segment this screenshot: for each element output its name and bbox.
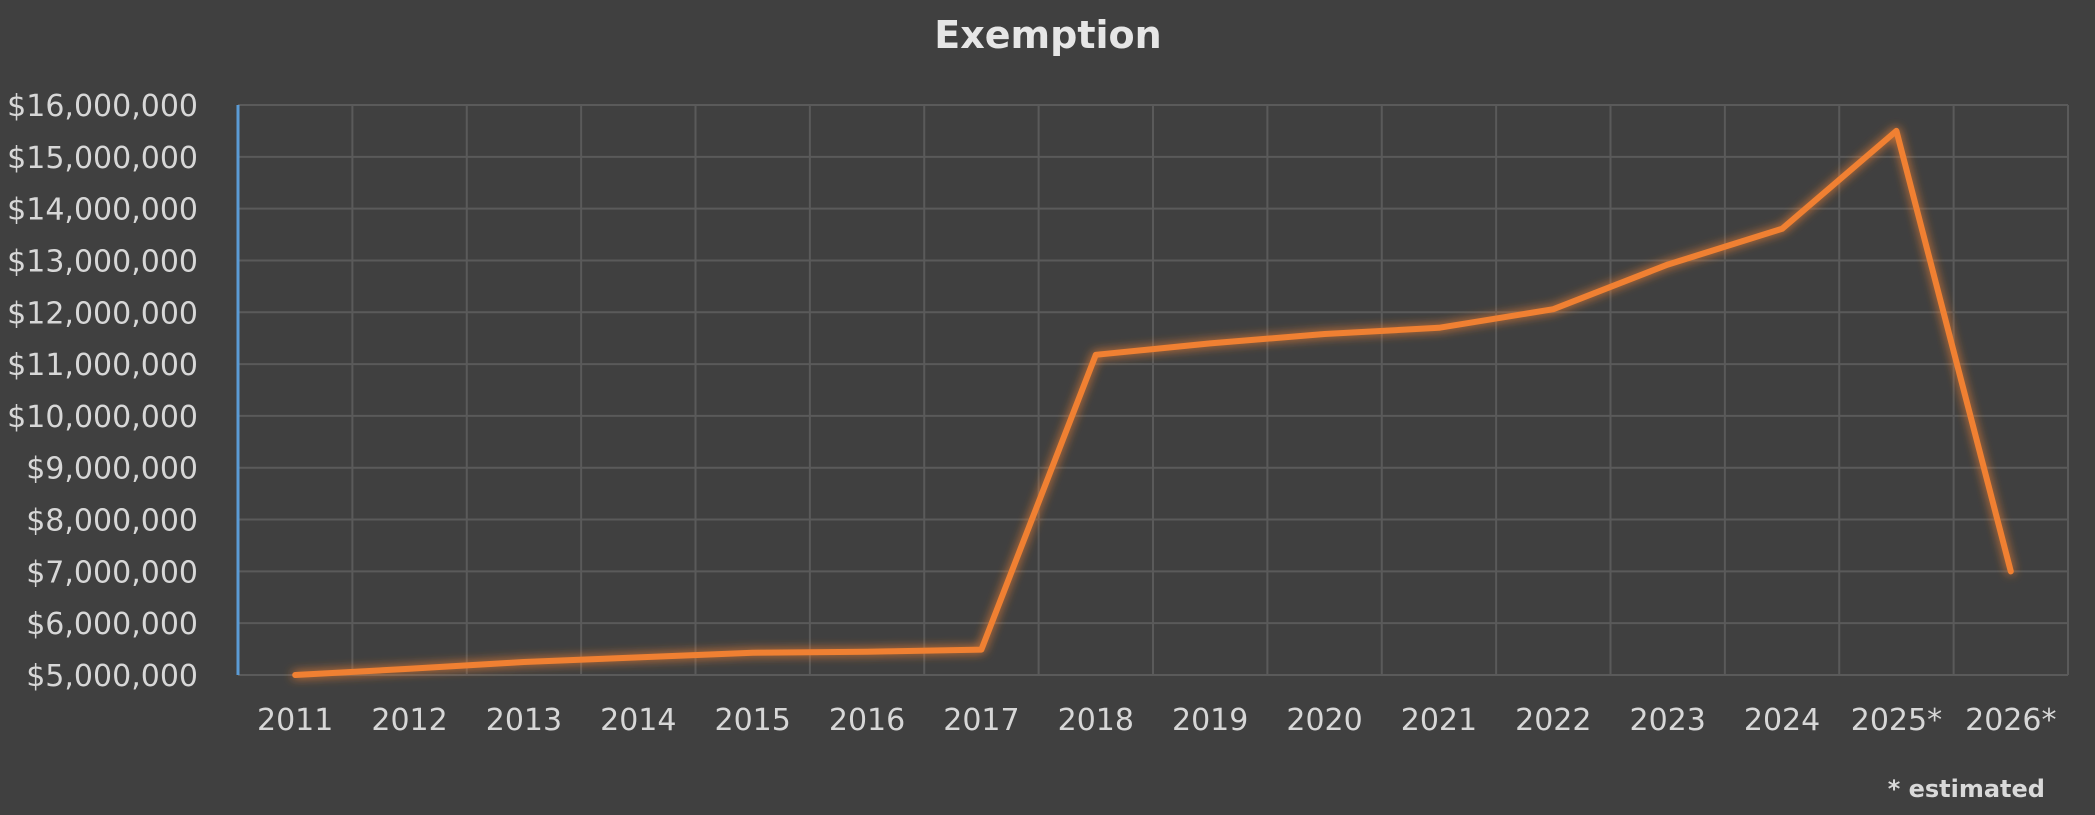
data-point [409,668,410,669]
x-tick-label: 2022 [1515,703,1591,738]
y-tick-label: $14,000,000 [7,193,198,228]
y-tick-label: $5,000,000 [26,659,198,694]
x-tick-label: 2025* [1851,703,1942,738]
data-point [1896,130,1897,131]
x-tick-label: 2018 [1058,703,1134,738]
x-axis-tick-labels: 2011 2012 2013 2014 2015 2016 2017 2018 2019 2020… [257,703,2056,738]
data-point [1782,228,1783,229]
x-tick-label: 2017 [943,703,1019,738]
x-tick-label: 2020 [1286,703,1362,738]
chart-title: Exemption [934,13,1161,57]
y-tick-label: $13,000,000 [7,244,198,279]
x-tick-label: 2019 [1172,703,1248,738]
data-point [638,657,639,658]
y-tick-label: $8,000,000 [26,504,198,539]
y-tick-label: $12,000,000 [7,296,198,331]
x-tick-label: 2014 [600,703,676,738]
x-tick-label: 2023 [1630,703,1706,738]
data-point [1324,334,1325,335]
y-tick-label: $11,000,000 [7,348,198,383]
y-tick-label: $10,000,000 [7,400,198,435]
data-point [752,652,753,653]
data-point [867,651,868,652]
estimated-footnote: * estimated [1888,775,2045,803]
x-tick-label: 2015 [715,703,791,738]
y-axis-tick-labels: $5,000,000 $6,000,000 $7,000,000 $8,000,000… [7,89,198,694]
y-tick-label: $16,000,000 [7,89,198,124]
y-tick-label: $7,000,000 [26,555,198,590]
data-point [295,675,296,676]
data-point [2010,571,2011,572]
x-tick-label: 2026* [1965,703,2056,738]
data-point [1553,309,1554,310]
data-point [981,649,982,650]
x-tick-label: 2024 [1744,703,1820,738]
data-point [1095,354,1096,355]
x-tick-label: 2013 [486,703,562,738]
series-line [292,127,2014,678]
y-tick-label: $6,000,000 [26,607,198,642]
data-point [1210,343,1211,344]
series-group [292,127,2014,678]
y-tick-label: $15,000,000 [7,141,198,176]
x-tick-label: 2012 [371,703,447,738]
x-tick-label: 2016 [829,703,905,738]
gridlines [238,104,2069,676]
data-point [523,662,524,663]
x-tick-label: 2011 [257,703,333,738]
data-point [1438,327,1439,328]
data-point [1667,264,1668,265]
x-tick-label: 2021 [1401,703,1477,738]
y-tick-label: $9,000,000 [26,452,198,487]
